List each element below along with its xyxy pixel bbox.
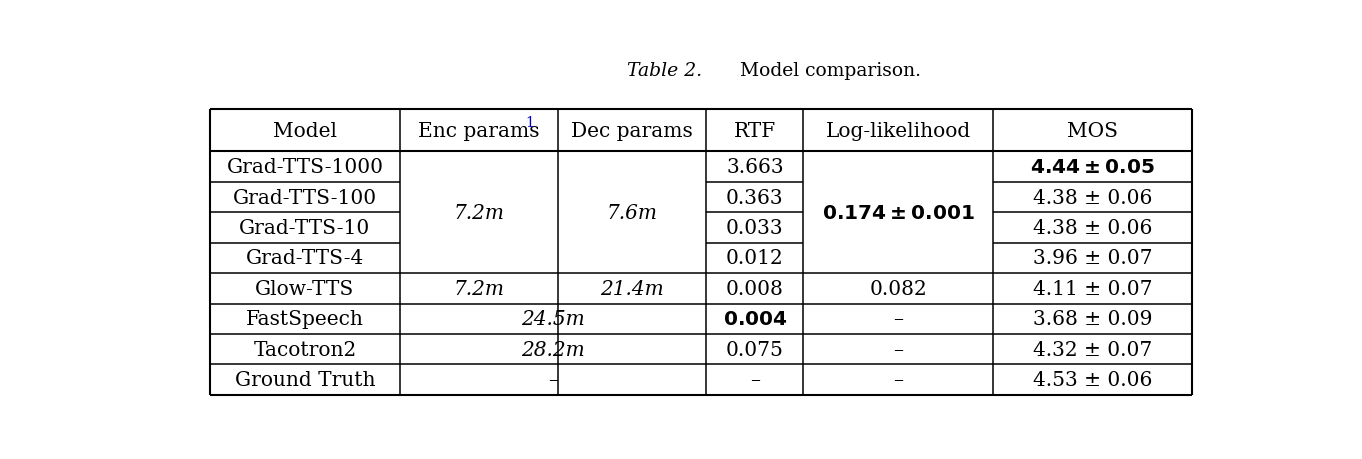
- Text: $\mathbf{4.44 \pm 0.05}$: $\mathbf{4.44 \pm 0.05}$: [1030, 158, 1155, 177]
- Text: $\mathbf{0.174 \pm 0.001}$: $\mathbf{0.174 \pm 0.001}$: [821, 203, 974, 222]
- Text: Model: Model: [272, 122, 336, 140]
- Text: 7.2m: 7.2m: [454, 279, 504, 298]
- Text: –: –: [548, 370, 558, 389]
- Text: 0.008: 0.008: [726, 279, 783, 298]
- Text: 24.5m: 24.5m: [522, 310, 584, 329]
- Text: FastSpeech: FastSpeech: [247, 310, 364, 329]
- Text: 4.32 ± 0.07: 4.32 ± 0.07: [1032, 340, 1152, 359]
- Text: Grad-TTS-4: Grad-TTS-4: [245, 249, 364, 268]
- Text: 0.363: 0.363: [726, 188, 783, 207]
- Text: 1: 1: [524, 116, 534, 130]
- Text: RTF: RTF: [734, 122, 776, 140]
- Text: 3.68 ± 0.09: 3.68 ± 0.09: [1032, 310, 1152, 329]
- Text: 0.033: 0.033: [726, 218, 783, 237]
- Text: 7.6m: 7.6m: [606, 203, 658, 222]
- Text: 4.38 ± 0.06: 4.38 ± 0.06: [1032, 188, 1152, 207]
- Text: 4.38 ± 0.06: 4.38 ± 0.06: [1032, 218, 1152, 237]
- Text: Glow-TTS: Glow-TTS: [255, 279, 354, 298]
- Text: 0.075: 0.075: [726, 340, 783, 359]
- Text: $\mathbf{0.004}$: $\mathbf{0.004}$: [722, 310, 787, 329]
- Text: –: –: [750, 370, 760, 389]
- Text: –: –: [893, 340, 903, 359]
- Text: 4.53 ± 0.06: 4.53 ± 0.06: [1032, 370, 1152, 389]
- Text: 28.2m: 28.2m: [522, 340, 584, 359]
- Text: Model comparison.: Model comparison.: [727, 62, 921, 80]
- Text: 7.2m: 7.2m: [454, 203, 504, 222]
- Text: 0.082: 0.082: [869, 279, 928, 298]
- Text: Enc params: Enc params: [418, 122, 539, 140]
- Text: 21.4m: 21.4m: [601, 279, 665, 298]
- Text: MOS: MOS: [1066, 122, 1118, 140]
- Text: Grad-TTS-10: Grad-TTS-10: [240, 218, 370, 237]
- Text: 3.96 ± 0.07: 3.96 ± 0.07: [1032, 249, 1152, 268]
- Text: Table 2.: Table 2.: [628, 62, 703, 80]
- Text: 4.11 ± 0.07: 4.11 ± 0.07: [1032, 279, 1152, 298]
- Text: Grad-TTS-100: Grad-TTS-100: [233, 188, 377, 207]
- Text: 0.012: 0.012: [726, 249, 783, 268]
- Text: –: –: [893, 370, 903, 389]
- Text: 3.663: 3.663: [726, 158, 783, 177]
- Text: Dec params: Dec params: [571, 122, 693, 140]
- Text: Log-likelihood: Log-likelihood: [825, 122, 971, 140]
- Text: Ground Truth: Ground Truth: [234, 370, 375, 389]
- Text: Tacotron2: Tacotron2: [253, 340, 357, 359]
- Text: Grad-TTS-1000: Grad-TTS-1000: [226, 158, 384, 177]
- Text: –: –: [893, 310, 903, 329]
